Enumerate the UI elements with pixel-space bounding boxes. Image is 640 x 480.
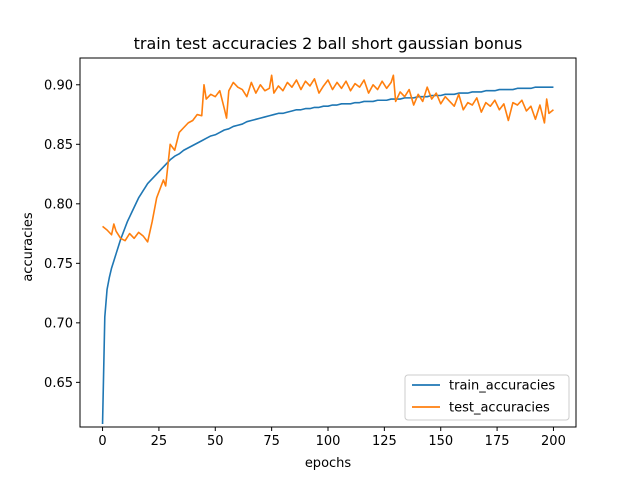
series-line-test-accuracies — [102, 74, 554, 243]
x-tick-label: 75 — [263, 434, 280, 449]
series-layer — [101, 74, 554, 425]
x-tick-label: 100 — [316, 434, 341, 449]
x-axis-label: epochs — [305, 456, 352, 471]
chart-title: train test accuracies 2 ball short gauss… — [134, 34, 523, 53]
x-tick-label: 175 — [485, 434, 510, 449]
x-tick-label: 200 — [541, 434, 566, 449]
series-line-train-accuracies — [101, 86, 554, 425]
x-tick-label: 0 — [98, 434, 106, 449]
legend-label-train-accuracies: train_accuracies — [449, 379, 555, 394]
x-tick-label: 25 — [151, 434, 168, 449]
y-axis-label: accuracies — [21, 212, 36, 282]
y-tick-label: 0.90 — [44, 78, 73, 93]
y-tick-label: 0.85 — [44, 138, 73, 153]
y-tick-label: 0.80 — [44, 197, 73, 212]
y-tick-label: 0.75 — [44, 257, 73, 272]
x-tick-label: 125 — [372, 434, 397, 449]
legend: train_accuracies test_accuracies — [404, 374, 570, 421]
legend-box — [404, 374, 570, 421]
axes-layer: 0 25 50 75 100 125 150 175 200 0.65 0.70 0.75 0.80 0.… — [44, 57, 577, 449]
x-tick-label: 50 — [207, 434, 224, 449]
legend-label-test-accuracies: test_accuracies — [449, 401, 550, 416]
y-tick-label: 0.70 — [44, 316, 73, 331]
x-tick-label: 150 — [428, 434, 453, 449]
y-tick-label: 0.65 — [44, 376, 73, 391]
